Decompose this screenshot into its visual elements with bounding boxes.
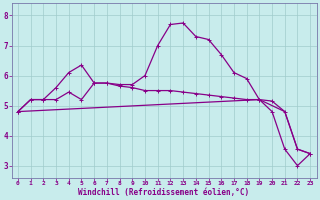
X-axis label: Windchill (Refroidissement éolien,°C): Windchill (Refroidissement éolien,°C) bbox=[78, 188, 250, 197]
